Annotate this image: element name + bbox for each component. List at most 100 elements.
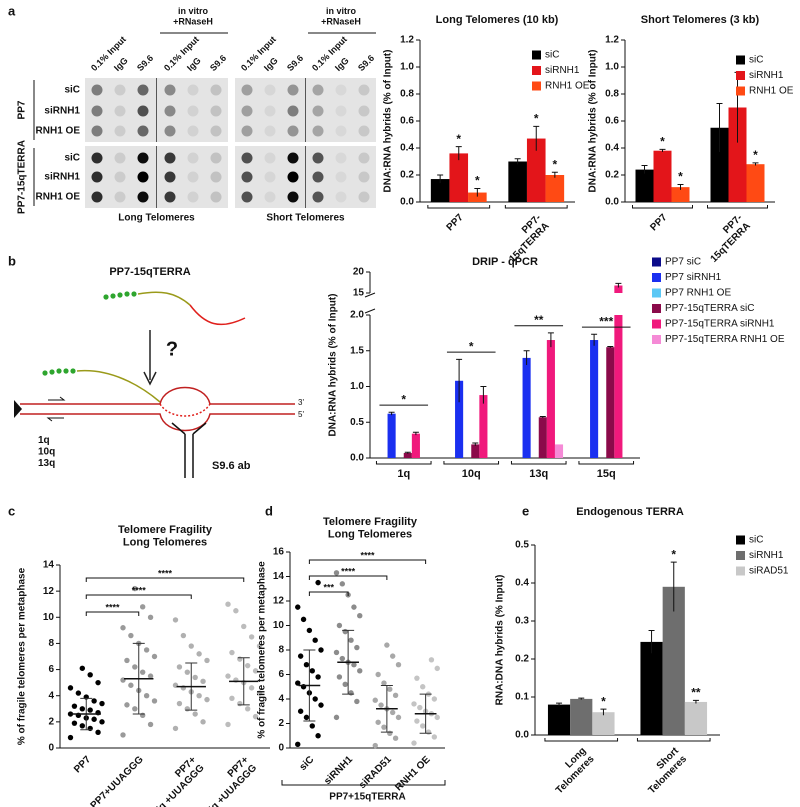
significance: * (534, 112, 539, 126)
blot-dot (187, 125, 199, 137)
data-point (431, 696, 438, 702)
data-point (381, 680, 387, 686)
blot-dot (264, 105, 276, 117)
data-point (295, 680, 301, 686)
section-label: Short Telomeres (266, 213, 345, 224)
y-tick-label: 1.0 (350, 381, 364, 392)
data-point (417, 704, 423, 711)
x-tick-label: ShortTelomeres (638, 745, 689, 796)
blot-dot (241, 105, 253, 117)
significance: **** (132, 585, 147, 595)
data-point (333, 649, 340, 656)
y-tick-label: 0.2 (605, 170, 619, 181)
significance: *** (323, 582, 334, 592)
legend-swatch (736, 71, 745, 80)
legend-swatch (532, 81, 541, 91)
y-tick-label: 0.5 (515, 540, 529, 551)
bar (522, 357, 531, 458)
chart-title: Telomere Fragility Long Telomeres (118, 524, 213, 549)
data-point (372, 742, 378, 749)
y-tick-label: 8 (278, 645, 284, 656)
blot-dot (114, 105, 126, 117)
blot-dot (210, 152, 222, 164)
bar (546, 340, 555, 458)
legend-label: siC (545, 50, 559, 61)
data-point (124, 702, 130, 708)
bar (479, 395, 488, 458)
lane-label: IgG (112, 55, 130, 73)
lane-label: IgG (333, 55, 351, 73)
data-point (87, 725, 93, 732)
row-label: siRNH1 (44, 172, 80, 183)
y-tick-label: 16 (273, 547, 285, 558)
blot-dot (210, 105, 222, 117)
error-bar (578, 697, 585, 700)
data-point (309, 668, 315, 674)
category-bracket (504, 205, 568, 209)
significance: * (671, 547, 676, 561)
x-tick-label: 15q (597, 468, 616, 480)
data-point (414, 718, 420, 724)
data-point (91, 716, 97, 722)
blot-dot (264, 171, 276, 183)
data-point (124, 657, 130, 664)
error-bar (670, 561, 677, 612)
data-point (229, 695, 235, 702)
data-point (128, 682, 134, 688)
significance: * (660, 135, 665, 149)
significance: *** (599, 314, 613, 328)
diagram-loci: 1q 10q 13q (38, 435, 55, 469)
legend-label: siRNH1 (545, 65, 580, 76)
lane-label: S9.6 (285, 53, 305, 73)
strand-end: 3' (298, 398, 304, 407)
y-tick-label: 12 (273, 596, 285, 607)
y-tick-label: 0 (278, 743, 284, 754)
data-point (414, 675, 420, 681)
y-axis-label: DNA:RNA hybrids (% of Input) (328, 294, 339, 437)
blot-dot (264, 152, 276, 164)
significance: **** (158, 568, 173, 578)
blot-dot (187, 105, 199, 117)
data-point (351, 662, 357, 668)
y-tick-label: 0 (48, 743, 54, 754)
data-point (120, 732, 126, 738)
legend-label: siC (749, 55, 763, 66)
blot-dot (241, 152, 253, 164)
chart-title: Endogenous TERRA (576, 506, 684, 518)
error-bar (388, 411, 395, 416)
blot-dot (164, 152, 176, 164)
legend-swatch (532, 50, 541, 60)
data-point (248, 634, 255, 640)
data-point (241, 623, 247, 630)
y-tick-label: 0.4 (515, 578, 529, 589)
blot-dot (287, 171, 299, 183)
legend-swatch (736, 566, 745, 576)
data-point (192, 711, 198, 717)
data-point (300, 616, 307, 623)
x-tick-label: siRAD51 (357, 754, 394, 791)
blot-dot (164, 105, 176, 117)
error-bar (404, 451, 411, 454)
y-axis-label: % of fragile telomeres per metaphase (257, 561, 268, 739)
data-point (200, 719, 206, 725)
y-tick-label: 0.4 (605, 143, 619, 154)
blot-dot (114, 152, 126, 164)
blot-dot (335, 125, 347, 137)
data-point (303, 714, 310, 721)
legend-label: RNH1 OE (545, 81, 590, 92)
blot-dot (210, 171, 222, 183)
legend-label: PP7-15qTERRA siC (665, 303, 754, 314)
error-bar (437, 174, 444, 184)
data-point (315, 674, 321, 680)
blot-dot (287, 105, 299, 117)
data-point (420, 723, 426, 729)
row-label: siRNH1 (44, 106, 80, 117)
y-tick-label: 0.8 (605, 89, 619, 100)
data-point (244, 662, 251, 669)
y-tick-label: 12 (43, 586, 55, 597)
diagram-drawing (14, 291, 295, 478)
error-bar (547, 332, 554, 348)
blot-dot (137, 105, 149, 117)
x-tick-label: PP7-15qTERRA (700, 212, 752, 264)
y-tick-label: 0.0 (515, 730, 529, 741)
